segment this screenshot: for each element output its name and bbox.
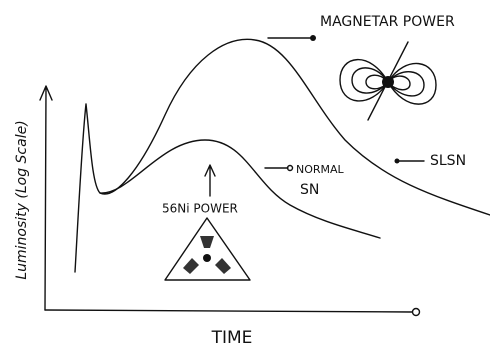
background: [0, 0, 490, 348]
magnetar-label: MAGNETAR POWER: [320, 14, 455, 30]
y-axis-label: Luminosity (Log Scale): [14, 120, 30, 279]
x-axis-label: TIME: [211, 328, 253, 348]
magnetar-arrow-dot: [310, 35, 316, 41]
normal-label: NORMAL: [296, 163, 345, 176]
normal-label-2: SN: [300, 182, 319, 198]
slsn-arrow-dot: [395, 159, 400, 164]
nickel-label: 56Ni POWER: [162, 202, 238, 216]
diagram: MAGNETAR POWER SLSN NORMAL SN 56Ni POWER…: [0, 0, 490, 348]
slsn-label: SLSN: [430, 153, 466, 169]
